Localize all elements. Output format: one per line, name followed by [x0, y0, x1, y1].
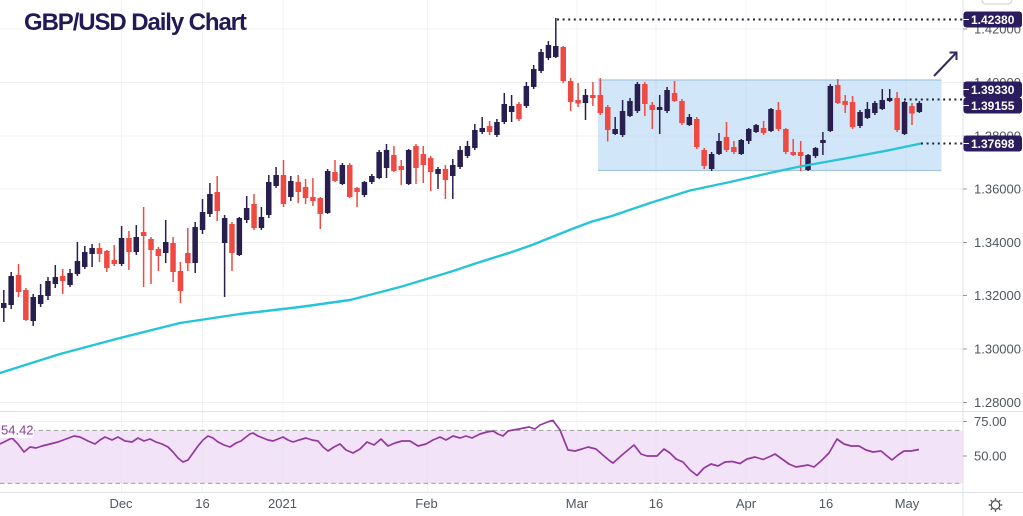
- svg-text:16: 16: [819, 496, 833, 511]
- svg-text:GBP/USD Daily Chart: GBP/USD Daily Chart: [24, 9, 247, 36]
- svg-text:1.39330: 1.39330: [971, 83, 1015, 97]
- svg-text:Mar: Mar: [566, 496, 589, 511]
- svg-text:1.34000: 1.34000: [974, 235, 1021, 250]
- svg-text:54.42: 54.42: [1, 423, 34, 438]
- svg-text:1.42380: 1.42380: [971, 13, 1015, 27]
- svg-text:50.00: 50.00: [974, 449, 1007, 464]
- svg-text:16: 16: [195, 496, 209, 511]
- svg-text:Feb: Feb: [415, 496, 437, 511]
- svg-text:1.32000: 1.32000: [974, 288, 1021, 303]
- svg-text:75.00: 75.00: [974, 414, 1007, 429]
- svg-text:May: May: [895, 496, 920, 511]
- svg-text:16: 16: [649, 496, 663, 511]
- svg-text:1.36000: 1.36000: [974, 182, 1021, 197]
- svg-text:2021: 2021: [268, 496, 297, 511]
- svg-text:1.30000: 1.30000: [974, 342, 1021, 357]
- svg-text:1.37698: 1.37698: [971, 137, 1015, 151]
- svg-text:Apr: Apr: [736, 496, 757, 511]
- svg-text:1.28000: 1.28000: [974, 395, 1021, 410]
- svg-text:1.39155: 1.39155: [971, 99, 1015, 113]
- svg-text:Dec: Dec: [109, 496, 133, 511]
